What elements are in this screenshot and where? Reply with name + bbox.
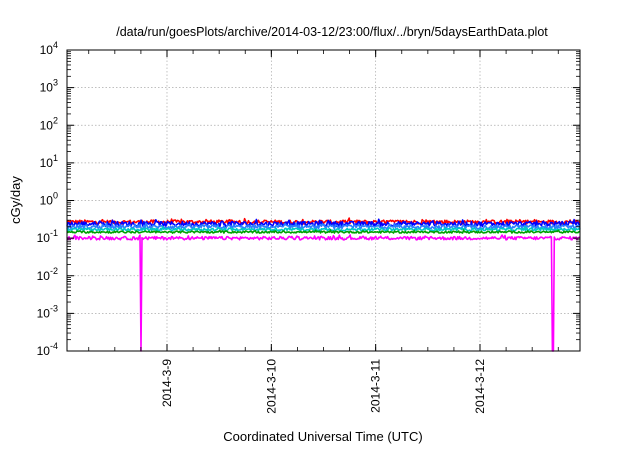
x-tick-label: 2014-3-10 (264, 359, 278, 414)
y-tick-label: 10-3 (37, 303, 58, 320)
series-line (66, 234, 581, 352)
x-axis: 2014-3-9 2014-3-10 2014-3-11 2014-3-12 (88, 50, 559, 414)
y-tick-label: 10-1 (37, 228, 58, 245)
chart-title: /data/run/goesPlots/archive/2014-03-12/2… (116, 25, 548, 39)
x-tick-label: 2014-3-9 (160, 359, 174, 407)
series-line (66, 222, 581, 230)
y-tick-label: 104 (40, 40, 58, 57)
y-axis-label: cGy/day (8, 176, 23, 224)
x-tick-label: 2014-3-12 (473, 359, 487, 414)
x-axis-label: Coordinated Universal Time (UTC) (223, 429, 422, 444)
y-tick-label: 10-4 (37, 341, 58, 358)
y-tick-label: 102 (40, 115, 58, 132)
grid (67, 50, 580, 351)
series-line (66, 229, 581, 234)
y-tick-label: 100 (40, 191, 58, 208)
y-tick-label: 101 (40, 153, 58, 170)
series-line (66, 225, 581, 232)
y-tick-label: 103 (40, 78, 58, 95)
x-tick-label: 2014-3-11 (369, 359, 383, 413)
y-tick-label: 10-2 (37, 266, 58, 283)
plot-data (66, 217, 581, 352)
y-axis: 10-4 10-3 10-2 10-1 100 101 102 103 104 (37, 40, 580, 358)
